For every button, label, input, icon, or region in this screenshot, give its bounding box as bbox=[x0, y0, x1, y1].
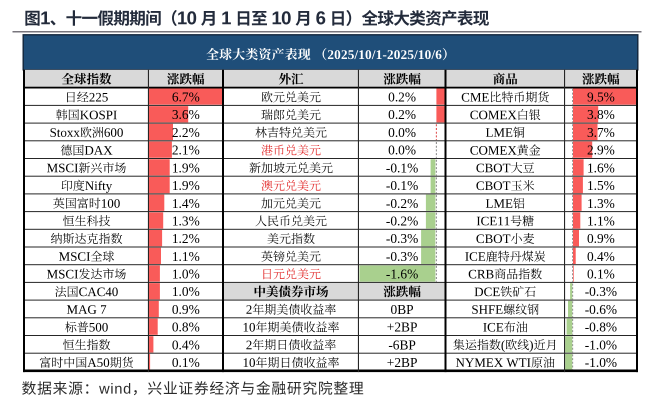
svg-text:1.4%: 1.4% bbox=[172, 196, 200, 211]
svg-text:2.9%: 2.9% bbox=[587, 143, 615, 158]
svg-text:0.2%: 0.2% bbox=[388, 107, 416, 122]
svg-text:1.3%: 1.3% bbox=[172, 213, 200, 228]
svg-text:-0.6%: -0.6% bbox=[585, 302, 617, 317]
svg-text:3.8%: 3.8% bbox=[587, 107, 615, 122]
svg-text:1.3%: 1.3% bbox=[587, 196, 615, 211]
svg-text:1.6%: 1.6% bbox=[587, 160, 615, 175]
svg-text:-1.0%: -1.0% bbox=[585, 355, 617, 370]
svg-text:-0.3%: -0.3% bbox=[386, 249, 418, 264]
svg-text:0.8%: 0.8% bbox=[172, 320, 200, 335]
svg-text:-0.2%: -0.2% bbox=[386, 196, 418, 211]
svg-text:1.1%: 1.1% bbox=[172, 249, 200, 264]
svg-text:0.0%: 0.0% bbox=[388, 125, 416, 140]
svg-text:+2BP: +2BP bbox=[387, 355, 418, 370]
svg-text:0.4%: 0.4% bbox=[172, 337, 200, 352]
svg-text:-0.2%: -0.2% bbox=[386, 213, 418, 228]
svg-text:0.9%: 0.9% bbox=[172, 302, 200, 317]
svg-text:2.2%: 2.2% bbox=[172, 125, 200, 140]
svg-text:6.7%: 6.7% bbox=[172, 90, 200, 105]
svg-text:1.9%: 1.9% bbox=[172, 178, 200, 193]
svg-text:1.1%: 1.1% bbox=[587, 213, 615, 228]
svg-text:9.5%: 9.5% bbox=[587, 90, 615, 105]
svg-text:-0.3%: -0.3% bbox=[585, 284, 617, 299]
svg-text:-1.6%: -1.6% bbox=[386, 267, 418, 282]
svg-text:3.6%: 3.6% bbox=[172, 107, 200, 122]
svg-text:0.4%: 0.4% bbox=[587, 249, 615, 264]
svg-text:0BP: 0BP bbox=[391, 302, 414, 317]
svg-text:-6BP: -6BP bbox=[388, 337, 416, 352]
svg-text:1.2%: 1.2% bbox=[172, 231, 200, 246]
svg-text:-0.3%: -0.3% bbox=[386, 231, 418, 246]
svg-text:2.1%: 2.1% bbox=[172, 143, 200, 158]
svg-text:1.9%: 1.9% bbox=[172, 160, 200, 175]
svg-text:1.5%: 1.5% bbox=[587, 178, 615, 193]
svg-text:1.0%: 1.0% bbox=[172, 284, 200, 299]
svg-text:+2BP: +2BP bbox=[387, 320, 418, 335]
svg-text:-1.0%: -1.0% bbox=[585, 337, 617, 352]
svg-text:0.0%: 0.0% bbox=[388, 143, 416, 158]
svg-text:-0.1%: -0.1% bbox=[386, 178, 418, 193]
svg-text:-0.1%: -0.1% bbox=[386, 160, 418, 175]
svg-text:0.9%: 0.9% bbox=[587, 231, 615, 246]
svg-text:0.1%: 0.1% bbox=[587, 267, 615, 282]
svg-text:0.1%: 0.1% bbox=[172, 355, 200, 370]
svg-text:3.7%: 3.7% bbox=[587, 125, 615, 140]
svg-text:0.2%: 0.2% bbox=[388, 90, 416, 105]
svg-text:1.0%: 1.0% bbox=[172, 267, 200, 282]
svg-text:-0.8%: -0.8% bbox=[585, 320, 617, 335]
